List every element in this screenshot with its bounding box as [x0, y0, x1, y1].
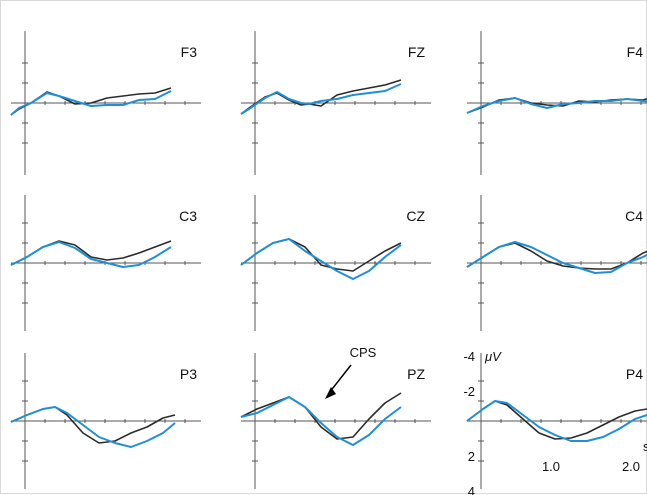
panel-label-c3: C3	[179, 208, 197, 224]
series-blue-fz	[240, 83, 402, 115]
series-blue-cz	[240, 238, 402, 280]
y-tick-label: -2	[463, 384, 475, 399]
y-axis-unit-label: μV	[484, 349, 502, 364]
panel-label-p4: P4	[626, 366, 643, 382]
panel-label-f4: F4	[627, 44, 644, 60]
panel-label-p3: P3	[180, 366, 197, 382]
series-blue-f4	[466, 97, 647, 114]
series-blue-p4	[466, 400, 647, 442]
y-tick-label: -4	[463, 349, 475, 364]
panel-label-f3: F3	[181, 44, 198, 60]
panel-p3: P3	[10, 353, 201, 489]
y-tick-label: 2	[468, 449, 475, 464]
series-blue-pz	[240, 396, 402, 446]
panel-f3: F3	[10, 31, 201, 175]
series-blue-p3	[10, 406, 176, 448]
series-blue-c3	[10, 241, 172, 268]
panel-cz: CZ	[240, 195, 431, 331]
annotation-cps-label: CPS	[350, 345, 377, 360]
panel-p4: P4	[466, 353, 647, 489]
series-black-p4	[466, 400, 647, 440]
panel-label-c4: C4	[625, 208, 643, 224]
panel-f4: F4	[466, 31, 647, 175]
y-tick-label: 4	[468, 484, 475, 495]
panel-label-cz: CZ	[406, 208, 425, 224]
panel-c4: C4	[466, 195, 647, 331]
x-tick-label: 2.0	[622, 459, 640, 474]
annotation-arrowhead	[325, 387, 336, 399]
series-black-f4	[466, 97, 647, 114]
panel-label-pz: PZ	[407, 366, 425, 382]
annotation-arrow-line	[328, 364, 352, 394]
x-tick-label: 1.0	[542, 459, 560, 474]
series-black-cz	[240, 238, 402, 272]
series-blue-c4	[466, 241, 647, 274]
panel-label-fz: FZ	[408, 44, 426, 60]
panel-pz: PZ	[240, 353, 431, 489]
panel-c3: C3	[10, 195, 201, 331]
series-blue-f3	[10, 90, 172, 116]
panel-fz: FZ	[240, 31, 431, 175]
x-axis-unit-label: s	[643, 439, 647, 454]
series-black-c4	[466, 242, 647, 270]
series-black-pz	[240, 392, 402, 440]
